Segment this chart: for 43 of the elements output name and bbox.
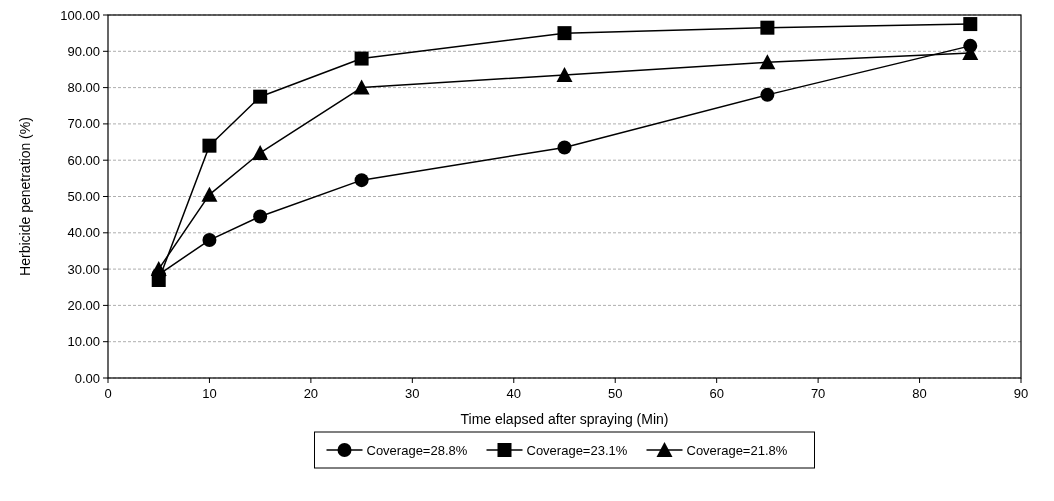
- x-tick-label: 80: [912, 386, 927, 401]
- legend-label: Coverage=23.1%: [526, 442, 628, 458]
- point: [556, 66, 573, 82]
- x-tick-label: 90: [1013, 386, 1029, 401]
- x-tick-label: 0: [104, 386, 112, 401]
- x-tick-label: 70: [810, 386, 826, 401]
- point: [252, 144, 269, 160]
- point: [253, 89, 268, 104]
- point: [759, 54, 776, 70]
- point: [557, 140, 572, 155]
- y-tick-label: 60.00: [67, 152, 100, 168]
- point: [253, 209, 268, 224]
- point: [963, 38, 978, 53]
- y-tick-label: 50.00: [67, 189, 100, 205]
- y-tick-label: 80.00: [67, 80, 100, 96]
- y-axis-title: Herbicide penetration (%): [17, 117, 33, 276]
- point: [557, 26, 572, 41]
- x-tick-label: 20: [303, 386, 319, 401]
- legend-label: Coverage=28.8%: [366, 442, 468, 458]
- point: [353, 79, 370, 95]
- point: [201, 186, 218, 202]
- y-tick-label: 90.00: [67, 43, 100, 59]
- x-tick-label: 60: [709, 386, 724, 401]
- point: [963, 17, 978, 32]
- x-tick-label: 50: [607, 386, 623, 401]
- y-tick-label: 70.00: [67, 116, 100, 132]
- x-tick-label: 10: [202, 386, 217, 401]
- y-tick-label: 10.00: [67, 334, 100, 350]
- point: [760, 87, 775, 102]
- y-tick-label: 0.00: [74, 370, 100, 386]
- legend-label: Coverage=21.8%: [686, 442, 788, 458]
- point: [202, 138, 217, 153]
- point: [354, 51, 369, 66]
- x-tick-label: 40: [506, 386, 522, 401]
- y-tick-label: 30.00: [67, 261, 100, 277]
- point: [354, 173, 369, 188]
- y-tick-label: 100.00: [60, 7, 100, 23]
- x-axis-title: Time elapsed after spraying (Min): [460, 411, 669, 427]
- x-tick-label: 30: [405, 386, 420, 401]
- point: [202, 233, 217, 248]
- point: [760, 20, 775, 35]
- y-tick-label: 20.00: [67, 297, 100, 313]
- y-tick-label: 40.00: [67, 225, 100, 241]
